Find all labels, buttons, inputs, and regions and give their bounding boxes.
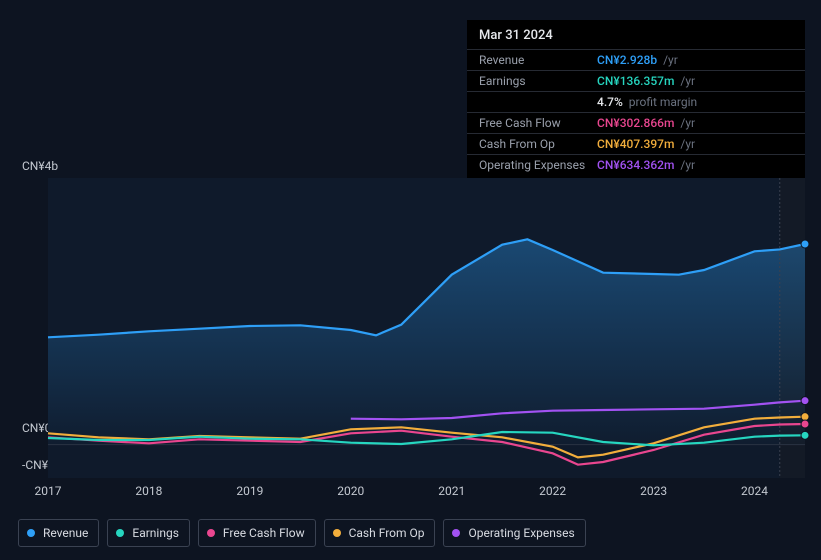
legend-label: Free Cash Flow [223, 526, 305, 540]
legend-item-opex[interactable]: Operating Expenses [443, 519, 585, 547]
legend-item-earnings[interactable]: Earnings [107, 519, 190, 547]
legend-dot-icon [452, 529, 460, 537]
end-marker-earnings [801, 431, 809, 439]
legend-label: Operating Expenses [468, 526, 574, 540]
legend-label: Earnings [132, 526, 179, 540]
legend-dot-icon [27, 529, 35, 537]
legend-item-revenue[interactable]: Revenue [18, 519, 99, 547]
financials-chart [0, 0, 821, 560]
legend-dot-icon [207, 529, 215, 537]
end-marker-revenue [801, 240, 809, 248]
end-marker-cfo [801, 413, 809, 421]
legend: Revenue Earnings Free Cash Flow Cash From O… [18, 519, 586, 547]
legend-label: Cash From Op [349, 526, 425, 540]
legend-item-cfo[interactable]: Cash From Op [324, 519, 436, 547]
end-marker-fcf [801, 420, 809, 428]
legend-dot-icon [333, 529, 341, 537]
legend-item-fcf[interactable]: Free Cash Flow [198, 519, 316, 547]
end-marker-opex [801, 397, 809, 405]
legend-dot-icon [116, 529, 124, 537]
legend-label: Revenue [43, 526, 88, 540]
